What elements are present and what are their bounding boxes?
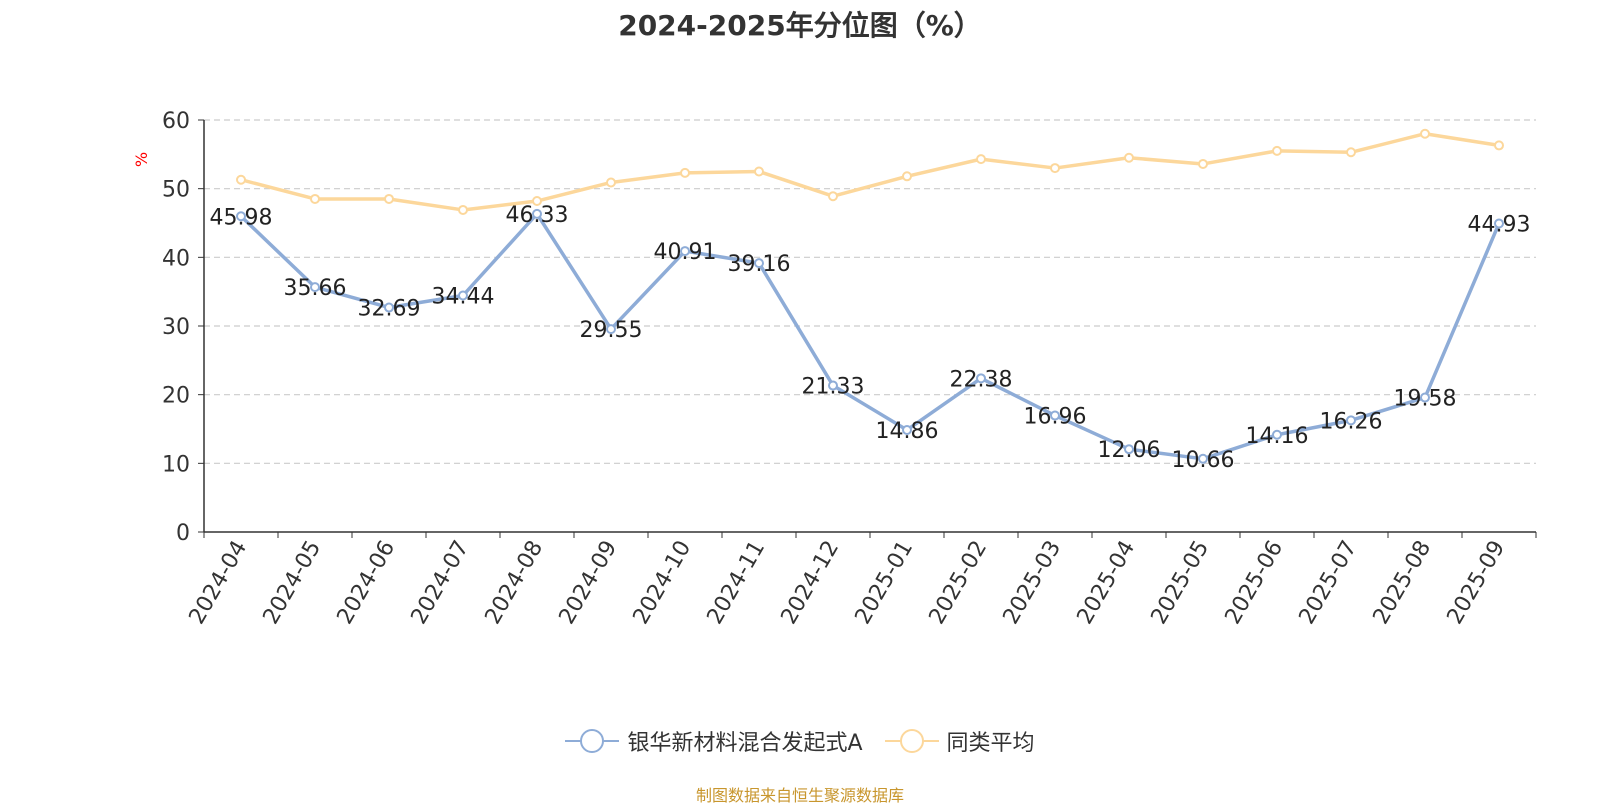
x-tick-label: 2024-07	[407, 537, 475, 629]
data-point-0	[1124, 444, 1134, 455]
y-tick-label: 0	[176, 521, 190, 546]
data-point-1	[1420, 128, 1430, 139]
x-tick-label: 2025-02	[925, 537, 993, 629]
x-tick-label: 2024-06	[333, 537, 401, 629]
data-label: 35.66	[284, 276, 347, 301]
data-point-1	[1272, 145, 1282, 156]
data-point-0	[532, 208, 542, 219]
x-tick-label: 2024-09	[555, 537, 623, 629]
legend-label-peer-average: 同类平均	[946, 731, 1035, 756]
data-point-0	[310, 282, 320, 293]
data-point-1	[1198, 158, 1208, 169]
data-label: 40.91	[654, 240, 717, 265]
data-label: 12.06	[1098, 438, 1161, 463]
data-label: 45.98	[210, 205, 273, 230]
data-point-0	[902, 424, 912, 435]
data-point-1	[976, 154, 986, 165]
data-label: 14.16	[1246, 424, 1309, 449]
data-point-0	[1198, 453, 1208, 464]
x-tick-label: 2025-06	[1221, 537, 1289, 629]
data-label: 39.16	[728, 252, 791, 277]
x-tick-label: 2025-09	[1443, 537, 1511, 629]
series-line-0	[239, 212, 1501, 461]
data-label: 14.86	[876, 419, 939, 444]
y-tick-label: 10	[162, 452, 190, 477]
data-label: 19.58	[1394, 387, 1457, 412]
data-point-0	[1420, 392, 1430, 403]
x-tick-label: 2024-11	[703, 537, 771, 629]
data-label: 10.66	[1172, 448, 1235, 473]
data-point-1	[532, 196, 542, 207]
x-tick-label: 2024-04	[185, 537, 253, 629]
legend-item-fund[interactable]: 银华新材料混合发起式A	[565, 725, 863, 757]
y-tick-label: 30	[162, 315, 190, 340]
legend-swatch-fund	[565, 729, 620, 753]
x-tick-label: 2024-08	[481, 537, 549, 629]
x-tick-label: 2025-04	[1073, 537, 1141, 629]
data-point-0	[754, 258, 764, 269]
data-point-1	[384, 193, 394, 204]
data-point-0	[1050, 410, 1060, 421]
x-tick-label: 2024-12	[777, 537, 845, 629]
x-tick-label: 2025-03	[999, 537, 1067, 629]
x-tick-label: 2024-10	[629, 537, 697, 629]
chart-title: 2024-2025年分位图（%）	[618, 9, 982, 42]
data-point-1	[828, 191, 838, 202]
x-tick-label: 2025-05	[1147, 537, 1215, 629]
legend: 银华新材料混合发起式A 同类平均	[0, 725, 1600, 757]
x-tick-label: 2025-01	[851, 537, 919, 629]
y-tick-label: 50	[162, 178, 190, 203]
legend-label-fund: 银华新材料混合发起式A	[627, 731, 863, 756]
data-point-0	[384, 302, 394, 313]
data-point-0	[1346, 415, 1356, 426]
series-line-1	[240, 131, 1500, 212]
data-point-1	[310, 193, 320, 204]
data-point-1	[902, 171, 912, 182]
data-label: 21.33	[802, 375, 865, 400]
data-label: 46.33	[506, 203, 569, 228]
data-point-1	[236, 174, 246, 185]
data-label: 29.55	[580, 318, 643, 343]
x-tick-label: 2024-05	[259, 537, 327, 629]
data-point-0	[1272, 429, 1282, 440]
legend-item-peer-average[interactable]: 同类平均	[884, 725, 1035, 757]
data-point-0	[606, 324, 616, 335]
data-point-1	[458, 204, 468, 215]
x-tick-label: 2025-07	[1295, 537, 1363, 629]
data-point-0	[680, 246, 690, 257]
y-tick-label: 20	[162, 384, 190, 409]
y-tick-label: 60	[162, 109, 190, 134]
data-point-0	[976, 373, 986, 384]
data-label: 16.96	[1024, 405, 1087, 430]
data-point-1	[1346, 147, 1356, 158]
data-point-1	[1050, 163, 1060, 174]
data-point-0	[458, 290, 468, 301]
data-point-0	[828, 380, 838, 391]
data-source-note: 制图数据来自恒生聚源数据库	[695, 786, 904, 805]
data-point-1	[754, 166, 764, 177]
data-point-0	[236, 211, 246, 222]
data-label: 22.38	[950, 367, 1013, 392]
data-label: 16.26	[1320, 409, 1383, 434]
data-point-1	[680, 167, 690, 178]
data-point-1	[1124, 152, 1134, 163]
x-tick-label: 2025-08	[1369, 537, 1437, 629]
data-label: 44.93	[1468, 212, 1531, 237]
data-point-1	[1494, 140, 1504, 151]
data-label: 34.44	[432, 285, 495, 310]
data-point-0	[1494, 218, 1504, 229]
data-point-1	[606, 177, 616, 188]
y-tick-label: 40	[162, 246, 190, 271]
legend-swatch-peer-average	[884, 729, 939, 753]
data-label: 32.69	[358, 297, 421, 322]
